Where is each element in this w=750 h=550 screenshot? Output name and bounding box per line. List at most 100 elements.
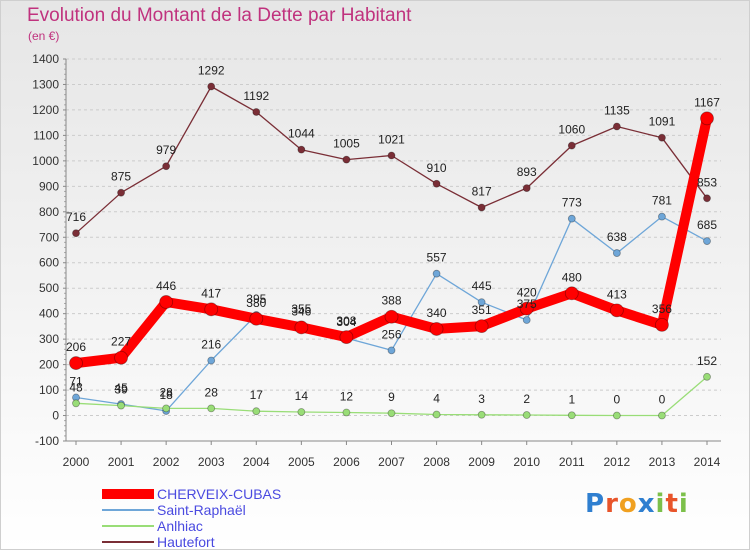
data-label: 39 [114, 383, 128, 397]
y-tick-label: 400 [39, 307, 59, 321]
data-point [207, 404, 216, 413]
y-tick-label: 1200 [32, 103, 59, 117]
data-point [700, 111, 714, 126]
x-tick-label: 2009 [468, 455, 495, 469]
data-point [474, 319, 489, 334]
data-label: 781 [652, 194, 672, 208]
data-point [117, 188, 125, 197]
data-label: 685 [697, 218, 717, 232]
data-label: 45 [114, 381, 128, 395]
data-label: 395 [246, 292, 266, 306]
data-label: 817 [472, 184, 492, 198]
proxiti-logo: Proxiti [585, 489, 689, 519]
data-point [252, 108, 261, 116]
legend-swatch [102, 541, 154, 543]
logo-letter: i [655, 489, 666, 519]
data-point [342, 408, 351, 417]
data-point [294, 320, 309, 335]
y-tick-label: 0 [52, 409, 59, 423]
data-point [117, 401, 125, 410]
data-point [658, 411, 666, 420]
data-point [477, 203, 486, 212]
data-label: 9 [388, 390, 395, 404]
data-label: 2 [523, 392, 530, 406]
legend-label: Saint-Raphaël [157, 502, 246, 518]
data-label: 356 [652, 302, 672, 316]
data-label: 216 [201, 338, 221, 352]
data-label: 1192 [243, 89, 269, 103]
y-tick-label: 700 [39, 230, 59, 244]
legend-item: CHERVEIX-CUBAS [102, 486, 281, 502]
data-label: 28 [205, 385, 219, 399]
data-label: 1005 [333, 137, 360, 151]
y-tick-label: 1400 [32, 52, 59, 66]
data-point [567, 411, 576, 420]
data-point [612, 122, 621, 131]
data-point [159, 295, 174, 309]
data-label: 773 [562, 196, 582, 210]
data-label: 1167 [694, 95, 720, 109]
chart-unit-label: (en €) [28, 29, 60, 43]
x-tick-label: 2006 [333, 455, 360, 469]
data-point [612, 411, 621, 420]
data-label: 1091 [649, 115, 676, 129]
y-tick-label: 1000 [32, 154, 59, 168]
data-point [432, 179, 441, 188]
legend-item: Anlhiac [102, 518, 281, 534]
data-label: 445 [472, 279, 492, 293]
data-point [207, 356, 216, 365]
data-point [703, 237, 711, 245]
data-point [703, 372, 711, 381]
data-label: 351 [472, 303, 492, 317]
legend-swatch [102, 525, 154, 527]
data-label: 0 [659, 393, 666, 407]
legend-label: CHERVEIX-CUBAS [157, 486, 282, 502]
data-label: 1044 [288, 127, 315, 141]
logo-letter: x [637, 489, 656, 519]
data-label: 304 [336, 315, 356, 329]
data-point [297, 145, 306, 154]
logo-letter: t [665, 489, 679, 519]
data-label: 1135 [604, 103, 630, 117]
x-tick-label: 2002 [153, 455, 180, 469]
data-label: 1060 [558, 123, 585, 137]
data-point [429, 322, 444, 336]
data-label: 227 [111, 335, 131, 349]
data-point [519, 301, 534, 316]
x-tick-label: 2008 [423, 455, 450, 469]
data-label: 875 [111, 170, 131, 184]
data-point [522, 316, 531, 324]
data-label: 638 [607, 230, 627, 244]
y-tick-label: 800 [39, 205, 59, 219]
legend-label: Anlhiac [157, 518, 203, 534]
data-point [297, 408, 306, 416]
data-label: 308 [336, 314, 356, 328]
data-point [72, 229, 80, 238]
logo-letter: P [585, 489, 606, 519]
x-tick-label: 2001 [108, 455, 135, 469]
data-label: 716 [66, 210, 86, 224]
data-point [432, 269, 441, 278]
data-point [72, 399, 80, 408]
data-point [249, 311, 264, 326]
data-point [204, 302, 219, 317]
data-point [387, 409, 396, 418]
y-tick-label: 900 [39, 179, 59, 193]
data-point [522, 184, 531, 193]
legend-item: Hautefort [102, 534, 281, 550]
data-point [567, 214, 576, 223]
chart-title: Evolution du Montant de la Dette par Hab… [27, 5, 412, 26]
x-tick-label: 2007 [378, 455, 405, 469]
x-tick-label: 2010 [513, 455, 540, 469]
y-tick-label: 1300 [32, 77, 59, 91]
data-label: 18 [159, 388, 173, 402]
x-tick-label: 2014 [694, 455, 721, 469]
data-label: 28 [159, 385, 173, 399]
x-tick-label: 2005 [288, 455, 315, 469]
data-point [387, 151, 396, 160]
data-point [114, 350, 128, 365]
data-label: 346 [291, 304, 311, 318]
data-label: 979 [156, 143, 176, 157]
